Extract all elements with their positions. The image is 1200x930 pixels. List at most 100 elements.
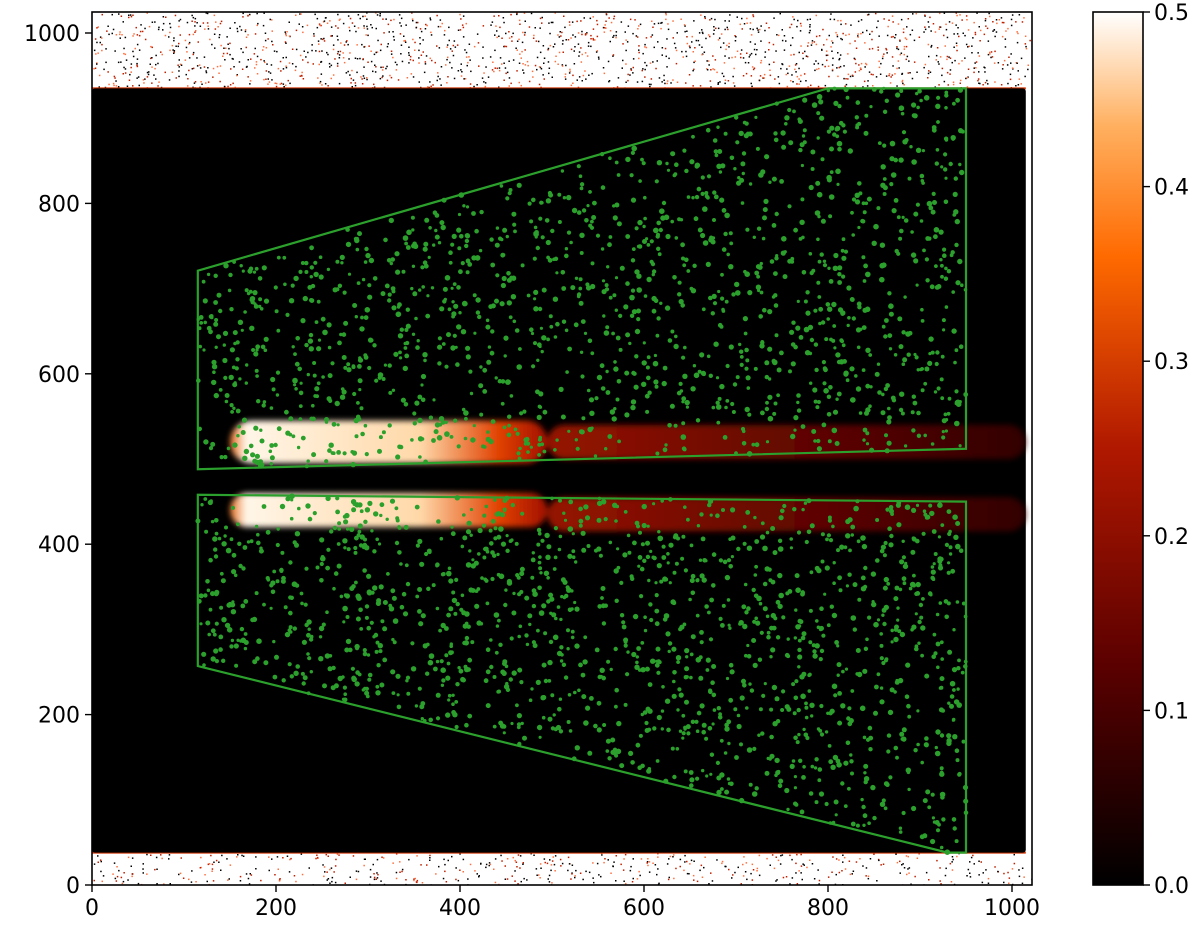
- noise-pixel: [524, 20, 526, 22]
- noise-pixel: [593, 881, 595, 884]
- noise-pixel: [379, 49, 382, 52]
- masked-pixel: [847, 721, 853, 727]
- noise-pixel: [1001, 21, 1004, 24]
- noise-pixel: [587, 45, 590, 47]
- masked-pixel: [363, 315, 369, 320]
- noise-pixel: [694, 47, 696, 49]
- noise-pixel: [894, 73, 896, 75]
- noise-pixel: [337, 13, 339, 16]
- noise-pixel: [338, 57, 341, 59]
- masked-pixel: [939, 258, 943, 262]
- masked-pixel: [466, 520, 472, 526]
- noise-pixel: [1008, 56, 1010, 58]
- noise-pixel: [489, 863, 492, 866]
- masked-pixel: [437, 361, 442, 366]
- masked-pixel: [313, 271, 319, 278]
- noise-pixel: [927, 21, 930, 23]
- masked-pixel: [943, 276, 949, 281]
- noise-pixel: [800, 872, 802, 874]
- noise-pixel: [796, 83, 798, 85]
- noise-pixel: [915, 12, 917, 15]
- masked-pixel: [353, 417, 359, 424]
- noise-pixel: [868, 48, 871, 50]
- noise-pixel: [901, 72, 904, 75]
- masked-pixel: [211, 359, 217, 365]
- noise-pixel: [984, 71, 986, 73]
- noise-pixel: [363, 27, 365, 29]
- masked-pixel: [357, 523, 363, 529]
- noise-pixel: [756, 870, 758, 872]
- masked-pixel: [882, 177, 887, 181]
- noise-pixel: [484, 85, 487, 88]
- masked-pixel: [773, 401, 778, 406]
- masked-pixel: [299, 591, 304, 596]
- noise-pixel: [965, 43, 968, 46]
- masked-pixel: [455, 362, 460, 367]
- masked-pixel: [939, 377, 944, 382]
- masked-pixel: [956, 687, 960, 691]
- masked-pixel: [826, 412, 832, 417]
- noise-pixel: [936, 859, 938, 862]
- noise-pixel: [978, 26, 980, 28]
- noise-pixel: [218, 34, 221, 36]
- noise-pixel: [399, 861, 401, 863]
- masked-pixel: [651, 272, 655, 277]
- masked-pixel: [766, 634, 771, 640]
- noise-pixel: [987, 83, 989, 85]
- noise-pixel: [978, 82, 980, 84]
- masked-pixel: [331, 421, 337, 427]
- masked-pixel: [459, 234, 464, 239]
- noise-pixel: [494, 49, 496, 52]
- noise-pixel: [742, 875, 745, 877]
- masked-pixel: [610, 737, 616, 743]
- masked-pixel: [401, 591, 407, 597]
- noise-pixel: [973, 21, 975, 24]
- masked-pixel: [672, 679, 676, 684]
- noise-pixel: [493, 868, 495, 870]
- masked-pixel: [420, 437, 425, 441]
- noise-pixel: [987, 882, 990, 884]
- masked-pixel: [763, 682, 767, 686]
- masked-pixel: [798, 619, 804, 625]
- noise-pixel: [857, 35, 859, 37]
- masked-pixel: [638, 179, 642, 183]
- masked-pixel: [614, 704, 618, 709]
- masked-pixel: [612, 293, 617, 298]
- noise-pixel: [626, 41, 629, 43]
- masked-pixel: [618, 313, 623, 318]
- masked-pixel: [944, 429, 949, 433]
- noise-pixel: [370, 24, 372, 26]
- masked-pixel: [678, 729, 683, 733]
- masked-pixel: [537, 442, 542, 447]
- noise-pixel: [151, 66, 153, 68]
- noise-pixel: [539, 877, 541, 879]
- masked-pixel: [545, 239, 551, 246]
- masked-pixel: [696, 710, 702, 716]
- noise-pixel: [319, 80, 322, 83]
- noise-pixel: [320, 60, 323, 63]
- masked-pixel: [738, 622, 742, 626]
- masked-pixel: [232, 406, 236, 410]
- plot-area: [92, 12, 1032, 885]
- noise-pixel: [813, 878, 816, 880]
- noise-pixel: [648, 871, 651, 873]
- noise-pixel: [375, 66, 377, 68]
- noise-pixel: [967, 29, 970, 31]
- masked-pixel: [891, 208, 897, 214]
- noise-pixel: [227, 43, 229, 45]
- masked-pixel: [460, 329, 467, 335]
- masked-pixel: [738, 130, 744, 137]
- noise-pixel: [675, 49, 678, 52]
- masked-pixel: [760, 340, 764, 344]
- masked-pixel: [761, 236, 766, 241]
- noise-pixel: [452, 44, 455, 47]
- noise-pixel: [539, 863, 542, 865]
- masked-pixel: [355, 616, 361, 622]
- masked-pixel: [529, 219, 534, 224]
- masked-pixel: [388, 606, 395, 612]
- masked-pixel: [837, 104, 842, 109]
- masked-pixel: [956, 666, 961, 671]
- masked-pixel: [656, 670, 661, 675]
- noise-pixel: [769, 69, 771, 71]
- masked-pixel: [661, 544, 666, 549]
